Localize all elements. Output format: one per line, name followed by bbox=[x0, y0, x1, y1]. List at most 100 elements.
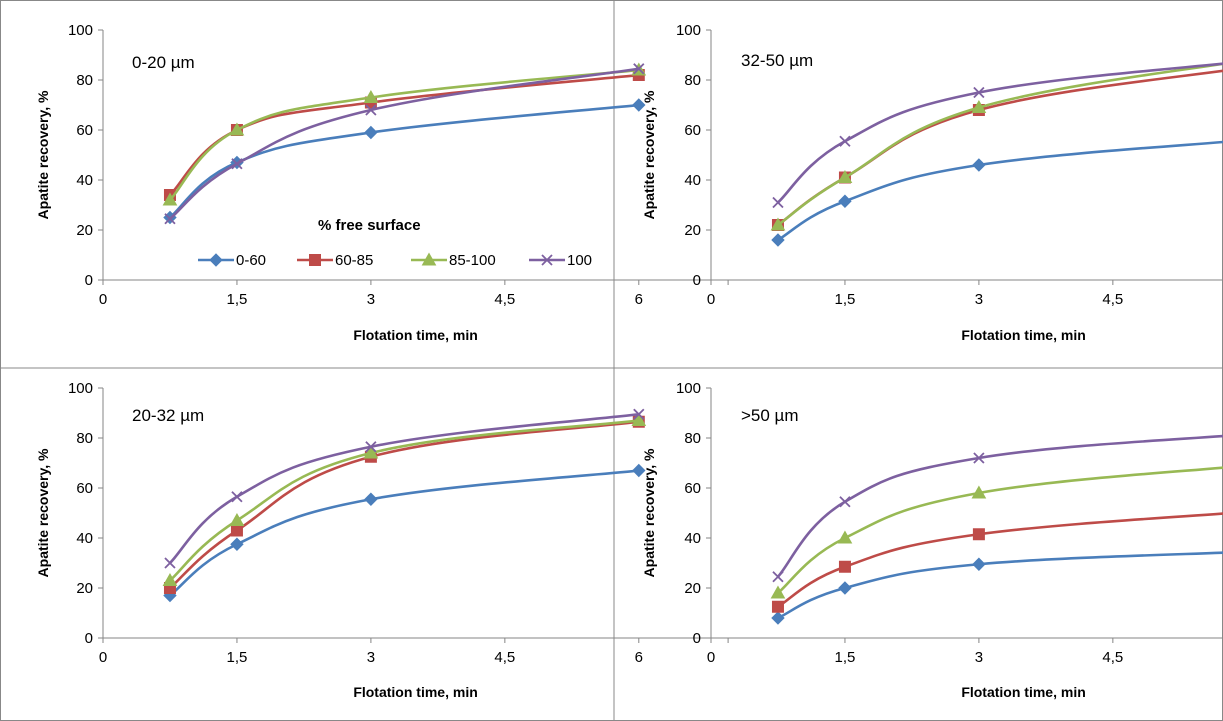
legend-marker bbox=[541, 254, 553, 266]
series-line bbox=[169, 68, 639, 201]
y-tick-label: 0 bbox=[693, 630, 701, 647]
series-100 bbox=[164, 408, 645, 569]
legend-marker bbox=[209, 253, 223, 267]
x-tick-label: 4,5 bbox=[494, 291, 515, 308]
series-100 bbox=[164, 63, 645, 225]
series-60-85 bbox=[771, 512, 1223, 613]
x-tick-label: 6 bbox=[635, 649, 643, 666]
series-100 bbox=[772, 434, 1223, 583]
y-tick-label: 40 bbox=[684, 172, 701, 189]
legend-label: 0-60 bbox=[236, 252, 266, 269]
data-point bbox=[633, 63, 645, 75]
chart-panel-3: 0 20 40 60 80 100 0 1,5 3 4,5 6 Flotation time, min… bbox=[35, 380, 729, 700]
data-point bbox=[770, 585, 786, 599]
y-axis-title: Apatite recovery, % bbox=[641, 90, 657, 219]
series-85-100 bbox=[770, 466, 1223, 599]
series-0-60 bbox=[163, 98, 646, 225]
legend-title: % free surface bbox=[318, 217, 421, 234]
x-tick-label: 3 bbox=[975, 649, 983, 666]
data-point bbox=[162, 192, 178, 206]
y-tick-label: 100 bbox=[676, 22, 701, 39]
series-85-100 bbox=[770, 62, 1223, 231]
x-tick-label: 0 bbox=[99, 291, 107, 308]
series-line bbox=[169, 419, 639, 582]
panel-size-label: >50 µm bbox=[741, 406, 799, 425]
y-tick-label: 40 bbox=[76, 530, 93, 547]
x-tick-label: 4,5 bbox=[1102, 291, 1123, 308]
y-axis-title: Apatite recovery, % bbox=[35, 448, 51, 577]
legend-marker bbox=[421, 252, 437, 266]
legend-entry-100: 100 bbox=[529, 252, 592, 269]
series-line bbox=[169, 420, 639, 589]
data-point bbox=[839, 496, 851, 508]
data-point bbox=[771, 233, 785, 247]
x-tick-label: 4,5 bbox=[1102, 649, 1123, 666]
panel-size-label: 32-50 µm bbox=[741, 51, 813, 70]
series-line bbox=[777, 512, 1223, 608]
data-point bbox=[363, 445, 379, 459]
y-axis-title: Apatite recovery, % bbox=[35, 90, 51, 219]
series-line bbox=[777, 140, 1223, 242]
data-point bbox=[632, 463, 646, 478]
y-tick-label: 20 bbox=[684, 580, 701, 597]
series-line bbox=[169, 67, 639, 220]
series-line bbox=[169, 412, 639, 564]
x-tick-label: 6 bbox=[635, 291, 643, 308]
data-point bbox=[838, 194, 852, 208]
data-point bbox=[838, 560, 851, 573]
series-line bbox=[776, 434, 1223, 578]
legend-label: 100 bbox=[567, 252, 592, 269]
data-point bbox=[364, 492, 378, 506]
y-tick-label: 80 bbox=[76, 72, 93, 89]
series-0-60 bbox=[771, 551, 1223, 625]
data-point bbox=[162, 572, 178, 586]
data-point bbox=[837, 530, 853, 544]
x-tick-label: 3 bbox=[975, 291, 983, 308]
series-line bbox=[777, 62, 1223, 227]
data-point bbox=[771, 600, 784, 613]
x-tick-label: 1,5 bbox=[227, 649, 248, 666]
data-point bbox=[973, 452, 985, 464]
y-tick-label: 60 bbox=[76, 122, 93, 139]
x-tick-label: 1,5 bbox=[835, 649, 856, 666]
legend-marker bbox=[309, 254, 321, 266]
series-100 bbox=[772, 62, 1223, 209]
series-line bbox=[777, 62, 1223, 204]
x-tick-label: 1,5 bbox=[835, 291, 856, 308]
y-tick-label: 0 bbox=[85, 272, 93, 289]
data-point bbox=[230, 537, 244, 551]
data-point bbox=[230, 524, 243, 537]
data-point bbox=[837, 169, 853, 183]
series-0-60 bbox=[163, 463, 646, 603]
data-point bbox=[631, 412, 647, 426]
data-point bbox=[164, 557, 176, 569]
x-tick-label: 3 bbox=[367, 291, 375, 308]
y-tick-label: 60 bbox=[684, 122, 701, 139]
y-tick-label: 80 bbox=[684, 72, 701, 89]
series-0-60 bbox=[771, 140, 1223, 247]
data-point bbox=[231, 491, 243, 503]
data-point bbox=[365, 441, 377, 453]
data-point bbox=[772, 571, 784, 583]
series-line bbox=[777, 466, 1223, 595]
x-tick-label: 0 bbox=[707, 291, 715, 308]
legend: % free surface 0-60 60-85 85-100 100 bbox=[198, 217, 592, 269]
x-axis-title: Flotation time, min bbox=[961, 327, 1085, 343]
data-point bbox=[231, 158, 243, 170]
x-tick-label: 0 bbox=[99, 649, 107, 666]
y-tick-label: 0 bbox=[693, 272, 701, 289]
legend-label: 60-85 bbox=[335, 252, 373, 269]
data-point bbox=[229, 122, 245, 136]
data-point bbox=[838, 581, 852, 595]
y-tick-label: 20 bbox=[76, 580, 93, 597]
data-point bbox=[633, 408, 645, 420]
data-point bbox=[972, 557, 986, 571]
data-point bbox=[770, 217, 786, 231]
data-point bbox=[839, 135, 851, 147]
data-point bbox=[772, 196, 784, 209]
x-tick-label: 3 bbox=[367, 649, 375, 666]
panel-size-label: 20-32 µm bbox=[132, 406, 204, 425]
